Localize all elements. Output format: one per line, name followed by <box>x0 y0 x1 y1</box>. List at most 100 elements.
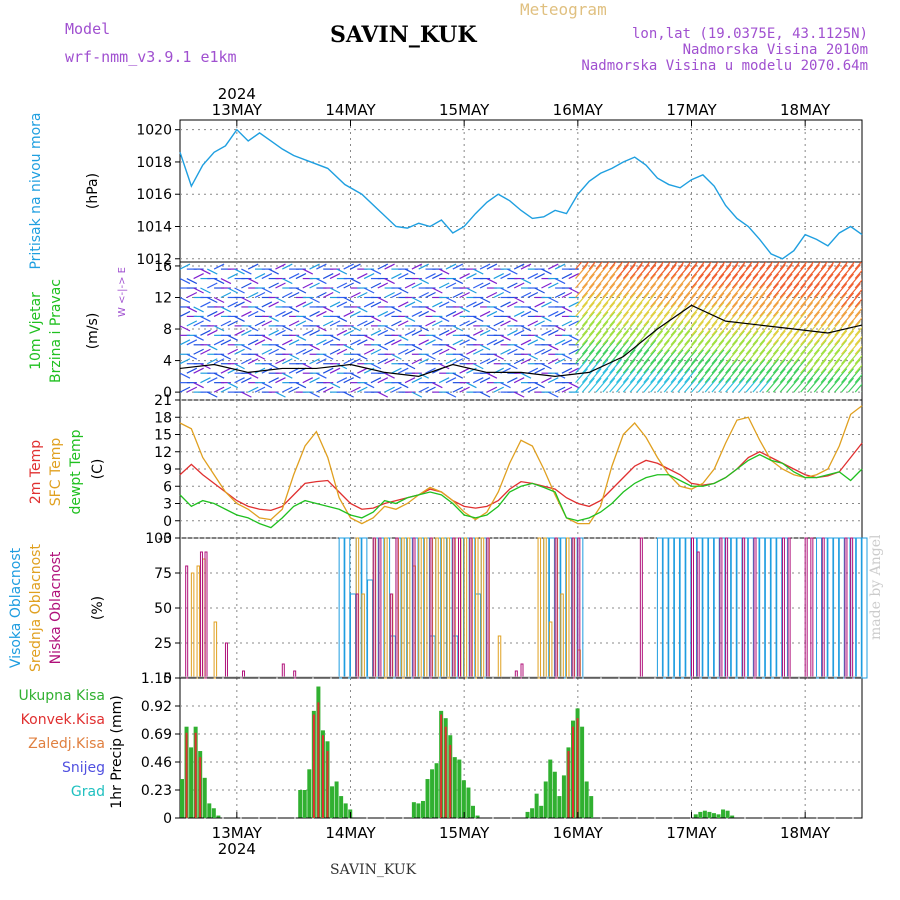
wind-barb <box>186 291 198 299</box>
wind-barb <box>779 262 788 270</box>
wind-barb <box>193 382 204 389</box>
wind-barb <box>636 377 650 393</box>
wind-barb <box>738 330 752 346</box>
wind-barb <box>241 296 252 304</box>
wind-barb <box>207 391 218 398</box>
wind-barb <box>561 353 573 360</box>
wind-barb <box>861 315 862 317</box>
wind-barb <box>834 311 848 327</box>
wind-barb <box>595 292 609 308</box>
wind-barb <box>282 325 293 332</box>
wind-barb <box>602 302 616 317</box>
precip-legend-item: Ukupna Kisa <box>18 688 105 704</box>
wind-barb <box>493 339 504 346</box>
wind-barb <box>459 273 470 280</box>
wind-barb <box>677 273 691 289</box>
wind-barb <box>697 358 711 374</box>
wind-barb <box>793 262 801 270</box>
wind-barb <box>391 367 402 374</box>
wind-barb <box>425 367 436 374</box>
wind-barb <box>227 382 239 389</box>
wind-barb <box>752 273 766 289</box>
wind-barb <box>847 349 861 365</box>
wind-barb <box>247 339 259 346</box>
wind-barb <box>329 301 341 308</box>
wind-barb <box>670 292 684 308</box>
wind-barb <box>595 302 609 317</box>
wind-barb <box>861 381 862 383</box>
cloud-bar <box>367 579 374 679</box>
pressure-unit: (hPa) <box>85 173 101 209</box>
wind-barb <box>854 262 862 270</box>
wind-barb <box>581 292 595 308</box>
precipitation-ytick-label: 0.92 <box>141 699 172 715</box>
wind-barb <box>363 320 375 327</box>
wind-barb <box>622 330 636 346</box>
wind-barb <box>847 302 861 317</box>
wind-barb <box>779 377 793 393</box>
wind-barb <box>595 283 609 298</box>
wind-barb <box>186 278 198 285</box>
wind-barb <box>834 330 848 346</box>
wind-barb <box>343 296 354 304</box>
precip-bar <box>440 714 443 818</box>
wind-barb <box>650 262 658 270</box>
wind-barb <box>847 377 861 393</box>
wind-barb <box>793 264 807 279</box>
wind-barb <box>752 330 766 346</box>
wind-barb <box>247 291 259 299</box>
wind-barb <box>575 311 589 327</box>
wind-barb <box>861 306 862 307</box>
wind-barb <box>745 283 759 298</box>
wind-barb <box>725 358 739 374</box>
wind-barb <box>322 320 334 327</box>
wind-barb <box>207 329 218 336</box>
wind-barb <box>813 283 827 298</box>
wind-barb <box>200 363 211 370</box>
precip-bar <box>425 779 430 818</box>
wind-barb <box>766 283 779 298</box>
wind-barb <box>220 353 232 360</box>
wind-barb <box>520 325 532 332</box>
wind-barb <box>404 377 416 384</box>
wind-barb <box>663 283 677 298</box>
wind-barb <box>745 330 759 346</box>
wind-barb <box>459 306 470 313</box>
wind-barb <box>493 273 504 280</box>
pressure-ylabel: Pritisak na nivou mora <box>28 112 44 269</box>
wind-barb <box>663 273 677 289</box>
wind-barb <box>827 339 841 355</box>
wind-barb <box>411 391 423 398</box>
precip-bar <box>343 803 348 818</box>
wind-barb <box>691 264 704 279</box>
wind-barb <box>834 368 848 384</box>
wind-barb <box>813 349 827 365</box>
wind-barb <box>704 349 718 365</box>
wind-barb <box>459 386 470 393</box>
wind-barb <box>180 358 191 365</box>
wind-barb <box>786 311 800 327</box>
wind-barb <box>793 273 807 289</box>
wind-barb <box>677 283 691 298</box>
precip-bar <box>698 811 703 818</box>
wind-barb <box>629 349 643 365</box>
wind-barb <box>329 348 341 355</box>
precip-bar <box>298 790 303 818</box>
cloud-bar <box>548 621 553 679</box>
wind-barb <box>772 264 786 279</box>
wind-barb <box>411 358 423 365</box>
precipitation-ytick-label: 0.69 <box>141 727 172 743</box>
cloud-bar <box>293 670 297 679</box>
pressure-line <box>179 128 863 260</box>
cloud-ytick-label: 25 <box>154 636 172 652</box>
wind-barb <box>861 324 862 326</box>
wind-barb <box>813 320 827 336</box>
wind-barb <box>527 353 539 360</box>
wind-barb <box>520 263 532 270</box>
wind-barb <box>704 264 718 279</box>
wind-barb <box>834 302 848 317</box>
wind-barb <box>411 310 423 317</box>
wind-barb <box>213 386 225 393</box>
wind-barb <box>684 292 698 308</box>
wind-barb <box>827 311 841 327</box>
